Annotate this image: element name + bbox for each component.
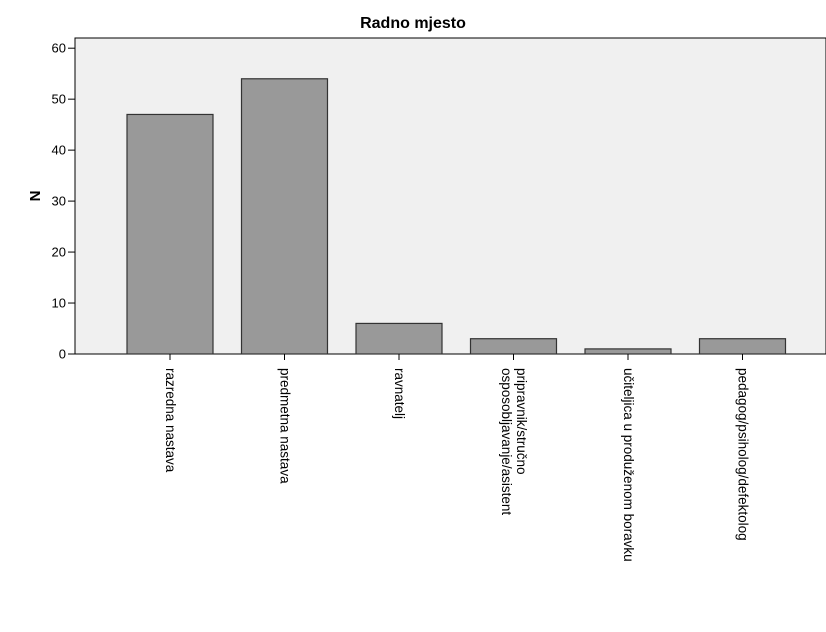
x-tick-label: pedagog/psiholog/defektolog xyxy=(736,368,751,541)
x-axis-labels: razredna nastava predmetna nastava ravnate… xyxy=(163,354,751,562)
bar xyxy=(698,338,787,355)
bar xyxy=(126,113,214,355)
y-tick-label: 30 xyxy=(52,194,66,209)
bar xyxy=(584,348,672,355)
x-tick-label: ravnatelj xyxy=(392,368,407,419)
y-tick-label: 50 xyxy=(52,92,66,107)
x-tick-label: pripravnik/stručno xyxy=(514,368,529,475)
y-tick-label: 40 xyxy=(52,143,66,158)
bar xyxy=(469,338,558,355)
chart-title: Radno mjesto xyxy=(360,15,466,32)
x-tick-label: osposobljavanje/asistent xyxy=(499,368,514,515)
bar xyxy=(240,78,329,355)
y-tick-label: 20 xyxy=(52,245,66,260)
x-tick-label: razredna nastava xyxy=(163,368,178,473)
bars xyxy=(126,78,787,355)
y-axis: 0 10 20 30 40 50 60 xyxy=(52,41,75,362)
y-tick-label: 10 xyxy=(52,296,66,311)
y-tick-label: 60 xyxy=(52,41,66,56)
bar xyxy=(355,322,443,355)
y-tick-label: 0 xyxy=(59,347,66,362)
x-tick-label: učiteljica u produženom boravku xyxy=(621,368,636,562)
y-axis-label: N xyxy=(27,191,44,202)
x-tick-label: predmetna nastava xyxy=(278,368,293,484)
